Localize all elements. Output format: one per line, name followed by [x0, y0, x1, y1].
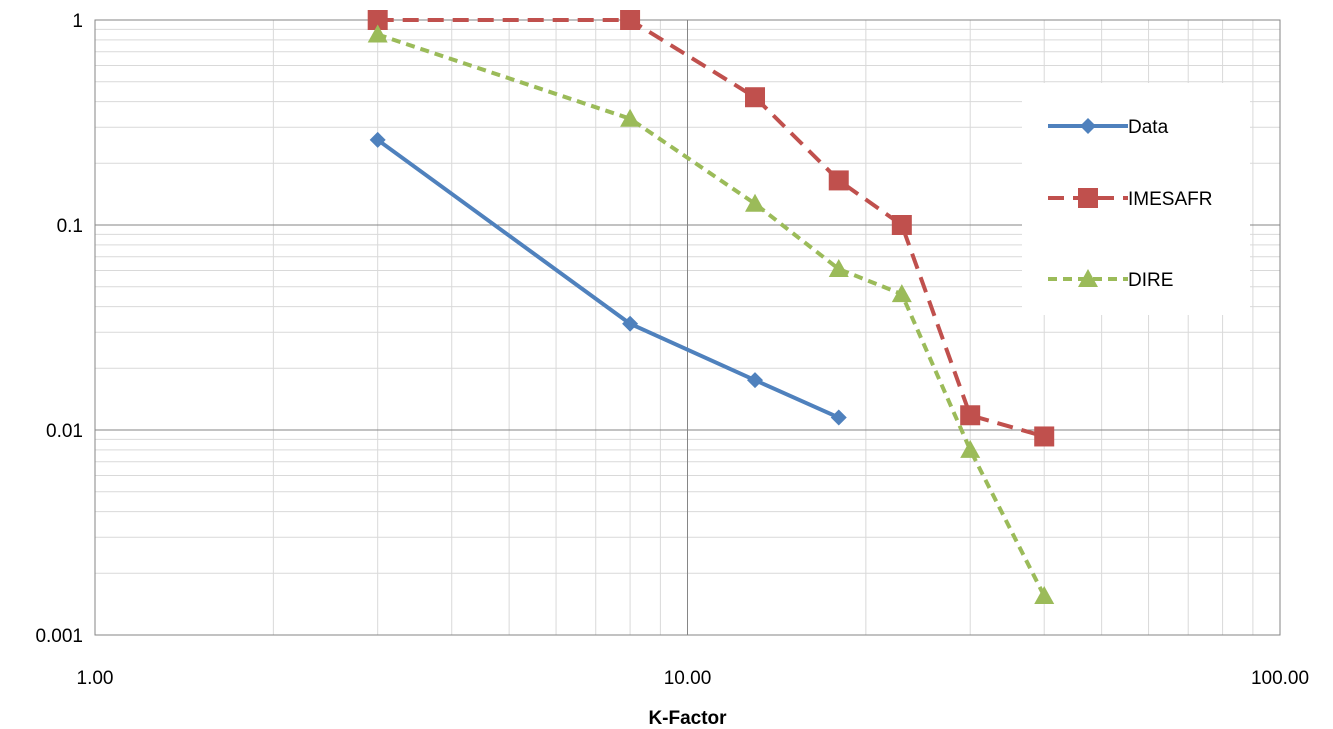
series-imesafr: [367, 10, 1055, 447]
y-tick-label: 0.01: [46, 421, 83, 442]
data-point-dire: [828, 259, 849, 278]
data-point-imesafr: [1034, 426, 1055, 447]
data-point-imesafr: [828, 170, 849, 191]
series-dire: [367, 24, 1055, 604]
legend-label: IMESAFR: [1128, 189, 1212, 210]
x-axis-title: K-Factor: [648, 708, 727, 729]
data-point-dire: [891, 284, 912, 303]
x-axis-tick-labels: 1.00 10.00 100.00: [77, 668, 1310, 689]
data-point-data: [622, 315, 639, 332]
legend: Data IMESAFR DIRE: [1022, 83, 1250, 315]
data-point-dire: [745, 193, 766, 212]
data-point-imesafr: [960, 405, 981, 426]
y-axis-tick-labels: 0.001 0.01 0.1 1: [35, 11, 83, 647]
series-line-data: [376, 138, 840, 420]
data-point-dire: [1034, 585, 1055, 604]
legend-marker: [1078, 188, 1098, 208]
legend-item-dire: DIRE: [1048, 269, 1173, 291]
series-data: [369, 131, 847, 426]
x-tick-label: 100.00: [1251, 668, 1309, 689]
data-point-imesafr: [620, 10, 641, 30]
y-tick-label: 0.001: [35, 626, 83, 647]
y-tick-label: 0.1: [57, 216, 83, 237]
data-point-dire: [960, 439, 981, 458]
legend-label: Data: [1128, 117, 1169, 138]
data-point-dire: [367, 24, 388, 43]
data-point-imesafr: [745, 87, 766, 108]
series-line-imesafr: [377, 18, 1045, 439]
series-layer: [367, 10, 1055, 604]
x-tick-label: 1.00: [77, 668, 114, 689]
legend-item-imesafr: IMESAFR: [1048, 188, 1212, 210]
y-tick-label: 1: [72, 11, 83, 32]
data-point-dire: [620, 108, 641, 127]
data-point-data: [830, 409, 847, 426]
data-point-imesafr: [367, 10, 388, 30]
data-point-data: [369, 131, 386, 148]
data-point-imesafr: [891, 215, 912, 235]
legend-label: DIRE: [1128, 270, 1173, 291]
plot-area-frame: [94, 19, 1281, 636]
x-tick-label: 10.00: [664, 668, 712, 689]
legend-marker: [1080, 118, 1096, 134]
legend-item-data: Data: [1048, 117, 1169, 138]
legend-marker: [1078, 269, 1098, 287]
data-point-data: [747, 372, 764, 389]
